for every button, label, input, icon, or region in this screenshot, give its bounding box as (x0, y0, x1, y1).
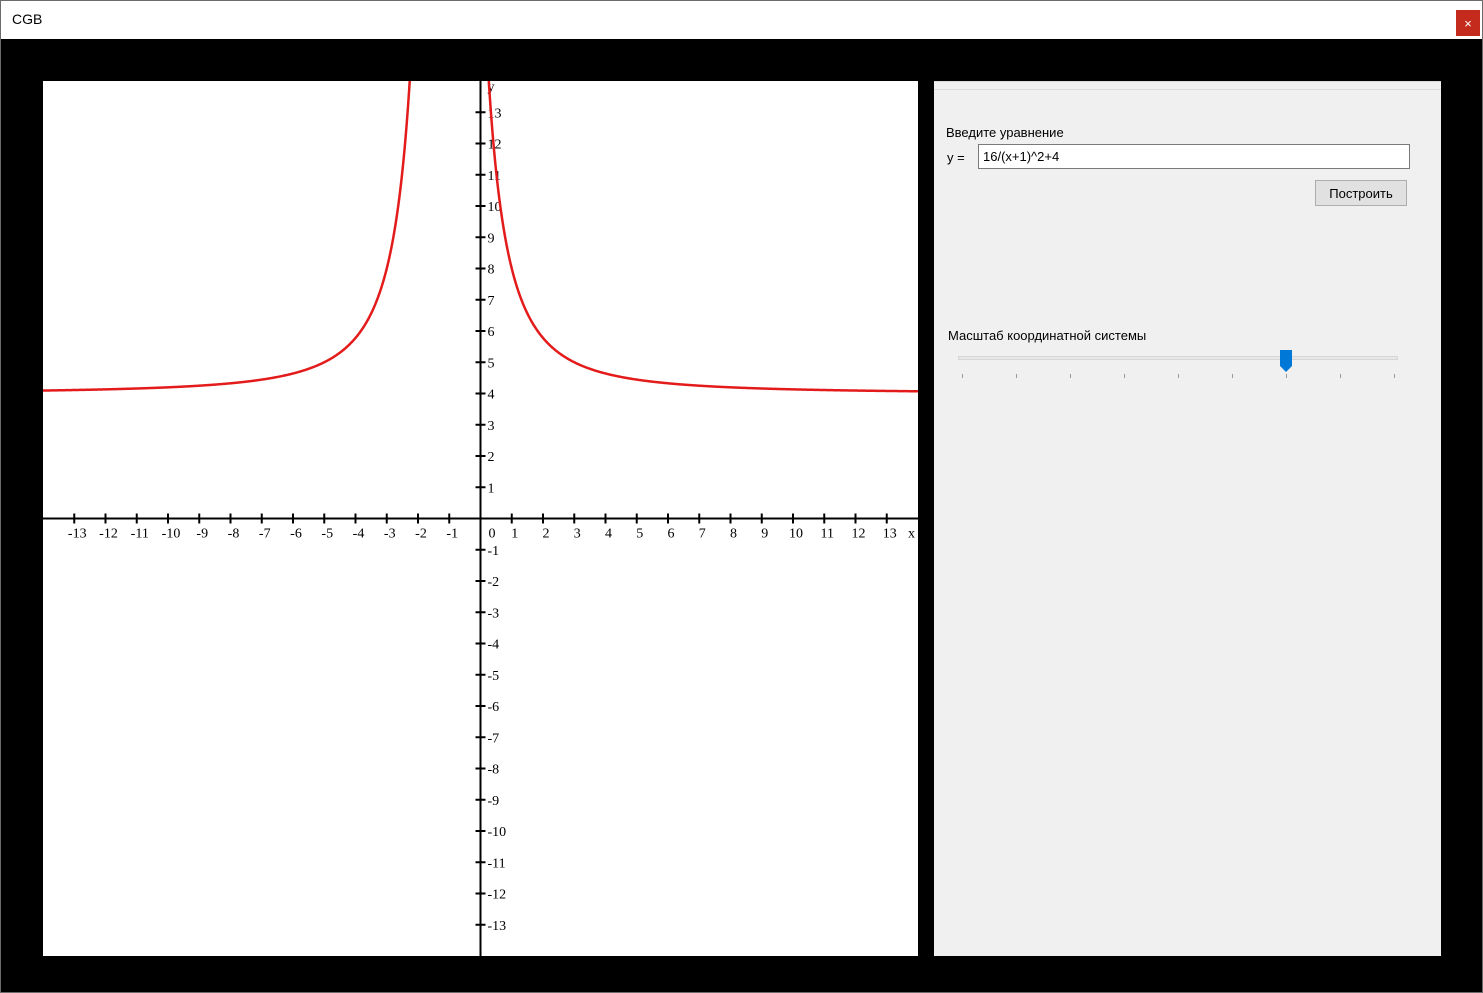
window-title: CGB (12, 11, 43, 27)
y-tick-label: -6 (488, 700, 500, 715)
x-tick-label: -11 (131, 527, 149, 542)
control-panel: Введите уравнение y = Построить Масштаб … (934, 81, 1441, 956)
y-tick-label: -10 (488, 825, 507, 840)
scale-slider[interactable] (954, 348, 1402, 388)
x-tick-label: -3 (384, 527, 396, 542)
panel-divider (934, 89, 1441, 90)
x-tick-label: 11 (821, 527, 834, 542)
graph-canvas: -13 -13 -12 -12 -11 -11 -10 -10 -9 -9 -8 -8 -7 -7 -6 -6… (43, 81, 918, 956)
y-tick-label: -12 (488, 888, 507, 903)
x-tick-label: 3 (574, 527, 581, 542)
y-tick-label: 4 (488, 388, 495, 403)
scale-label: Масштаб координатной системы (948, 328, 1147, 343)
x-tick-label: -7 (259, 527, 271, 542)
y-tick-label: 10 (488, 200, 502, 215)
y-tick-label: 1 (488, 481, 495, 496)
slider-thumb[interactable] (1279, 349, 1293, 373)
x-tick-label: 6 (668, 527, 675, 542)
y-tick-label: 8 (488, 263, 495, 278)
x-tick-label: 7 (699, 527, 706, 542)
slider-tick (1394, 374, 1395, 378)
y-tick-label: 7 (488, 294, 495, 309)
y-tick-label: -5 (488, 669, 500, 684)
x-tick-label: -4 (353, 527, 365, 542)
y-tick-label: 5 (488, 356, 495, 371)
y-tick-label: -11 (488, 856, 506, 871)
y-tick-label: -9 (488, 794, 500, 809)
y-tick-label: -8 (488, 763, 500, 778)
x-tick-label: -9 (196, 527, 208, 542)
y-prefix-label: y = (947, 150, 965, 165)
slider-tick (1016, 374, 1017, 378)
slider-tick (1178, 374, 1179, 378)
y-axis-label: y (488, 81, 495, 95)
plot-button[interactable]: Построить (1315, 180, 1407, 206)
x-tick-label: 4 (605, 527, 612, 542)
slider-tick (1286, 374, 1287, 378)
curve-left-branch (43, 81, 411, 392)
x-tick-label: -6 (290, 527, 302, 542)
slider-tick (1124, 374, 1125, 378)
x-tick-label: 9 (761, 527, 768, 542)
y-tick-label: -2 (488, 575, 500, 590)
y-tick-label: -1 (488, 544, 500, 559)
slider-tick (1232, 374, 1233, 378)
graph-svg: -13-13-12-12-11-11-10-10-9-9-8-8-7-7-6-6… (43, 81, 918, 956)
x-tick-label: -13 (68, 527, 87, 542)
x-tick-label: 5 (636, 527, 643, 542)
x-tick-label: -5 (321, 527, 333, 542)
y-tick-label: -3 (488, 606, 500, 621)
slider-track (958, 356, 1398, 360)
x-tick-label: 12 (852, 527, 866, 542)
x-tick-label: -10 (162, 527, 181, 542)
equation-input[interactable] (978, 144, 1410, 169)
slider-tick (1340, 374, 1341, 378)
x-tick-label: 8 (730, 527, 737, 542)
x-tick-label: 10 (789, 527, 803, 542)
title-bar: CGB × (1, 1, 1482, 39)
x-tick-label: -1 (446, 527, 458, 542)
y-tick-label: -4 (488, 638, 500, 653)
y-tick-label: 9 (488, 231, 495, 246)
equation-label: Введите уравнение (946, 125, 1064, 140)
x-tick-label: -2 (415, 527, 427, 542)
x-tick-label: 2 (543, 527, 550, 542)
y-tick-label: -7 (488, 731, 500, 746)
slider-tick (962, 374, 963, 378)
y-tick-label: 11 (488, 169, 501, 184)
x-tick-label: 1 (511, 527, 518, 542)
x-axis-label: x (908, 527, 915, 542)
x-tick-label: 13 (883, 527, 897, 542)
close-button[interactable]: × (1456, 10, 1480, 36)
y-tick-label: 2 (488, 450, 495, 465)
slider-tick (1070, 374, 1071, 378)
y-tick-label: 6 (488, 325, 495, 340)
x-tick-label: -12 (99, 527, 118, 542)
x-tick-label: -8 (228, 527, 240, 542)
origin-label: 0 (489, 527, 496, 542)
y-tick-label: -13 (488, 919, 507, 934)
curve-right-branch (487, 81, 918, 393)
y-tick-label: 3 (488, 419, 495, 434)
